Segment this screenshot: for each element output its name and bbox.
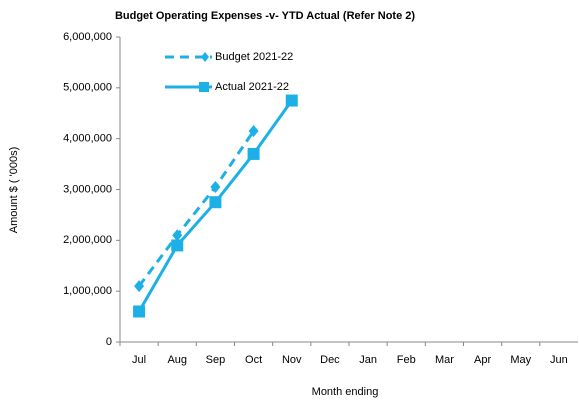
y-tick-label: 0 <box>106 336 112 348</box>
point-marker <box>209 196 222 209</box>
legend-label: Actual 2021-22 <box>215 81 289 93</box>
point-marker <box>172 229 183 242</box>
y-tick-label: 6,000,000 <box>63 31 112 43</box>
y-tick-label: 1,000,000 <box>63 285 112 297</box>
x-tick-label: Jan <box>359 354 377 366</box>
chart-title: Budget Operating Expenses -v- YTD Actual… <box>115 10 415 22</box>
point-marker <box>171 239 184 252</box>
x-tick-label: Jun <box>550 354 568 366</box>
y-tick-label: 4,000,000 <box>63 133 112 145</box>
y-tick-label: 2,000,000 <box>63 234 112 246</box>
x-tick-label: Sep <box>206 354 226 366</box>
x-tick-label: Apr <box>474 354 491 366</box>
point-marker <box>285 94 298 107</box>
point-marker <box>133 305 146 318</box>
x-tick-label: Jul <box>132 354 146 366</box>
x-tick-label: Oct <box>245 354 262 366</box>
x-tick-label: Feb <box>397 354 416 366</box>
legend-label: Budget 2021-22 <box>215 51 293 63</box>
x-tick-label: May <box>510 354 531 366</box>
y-tick-label: 5,000,000 <box>63 82 112 94</box>
x-tick-label: Mar <box>435 354 454 366</box>
x-axis-label: Month ending <box>312 386 379 398</box>
x-tick-label: Dec <box>320 354 340 366</box>
x-tick-label: Nov <box>282 354 302 366</box>
legend-marker <box>199 82 209 92</box>
point-marker <box>210 180 221 193</box>
point-marker <box>134 280 145 293</box>
series-line <box>137 130 255 287</box>
legend-marker <box>201 52 209 62</box>
point-marker <box>247 147 260 160</box>
y-tick-label: 3,000,000 <box>63 183 112 195</box>
y-axis-label: Amount $ ( '000s) <box>8 147 20 233</box>
x-tick-label: Aug <box>167 354 187 366</box>
point-marker <box>248 125 259 138</box>
